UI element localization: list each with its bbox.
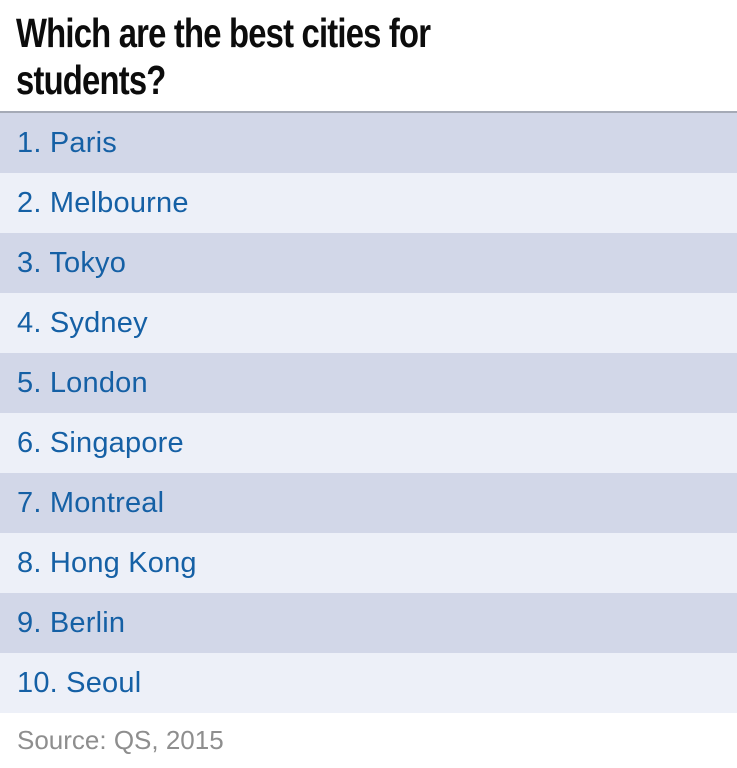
ranking-row: 1. Paris [0, 113, 737, 173]
ranking-row: 2. Melbourne [0, 173, 737, 233]
ranking-row-label: 4. Sydney [17, 306, 148, 339]
ranking-row-label: 9. Berlin [17, 606, 126, 639]
source-label: Source: QS, 2015 [17, 725, 224, 755]
ranking-row: 8. Hong Kong [0, 533, 737, 593]
ranking-row: 10. Seoul [0, 653, 737, 713]
ranking-row: 4. Sydney [0, 293, 737, 353]
source-bar: Source: QS, 2015 [0, 713, 737, 768]
ranking-row: 3. Tokyo [0, 233, 737, 293]
ranking-row-label: 10. Seoul [17, 666, 142, 699]
ranking-row: 7. Montreal [0, 473, 737, 533]
ranking-row-label: 5. London [17, 366, 148, 399]
ranking-row-label: 3. Tokyo [17, 246, 127, 279]
ranking-row: 5. London [0, 353, 737, 413]
ranking-row-label: 6. Singapore [17, 426, 184, 459]
ranking-row-label: 1. Paris [17, 126, 117, 159]
ranking-row-label: 8. Hong Kong [17, 546, 197, 579]
ranking-row-label: 7. Montreal [17, 486, 165, 519]
ranking-list: 1. Paris 2. Melbourne 3. Tokyo 4. Sydney… [0, 111, 737, 713]
ranking-row-label: 2. Melbourne [17, 186, 189, 219]
ranking-row: 9. Berlin [0, 593, 737, 653]
page-title: Which are the best cities for students? [16, 10, 431, 103]
ranking-row: 6. Singapore [0, 413, 737, 473]
header: Which are the best cities for students? [0, 0, 737, 111]
